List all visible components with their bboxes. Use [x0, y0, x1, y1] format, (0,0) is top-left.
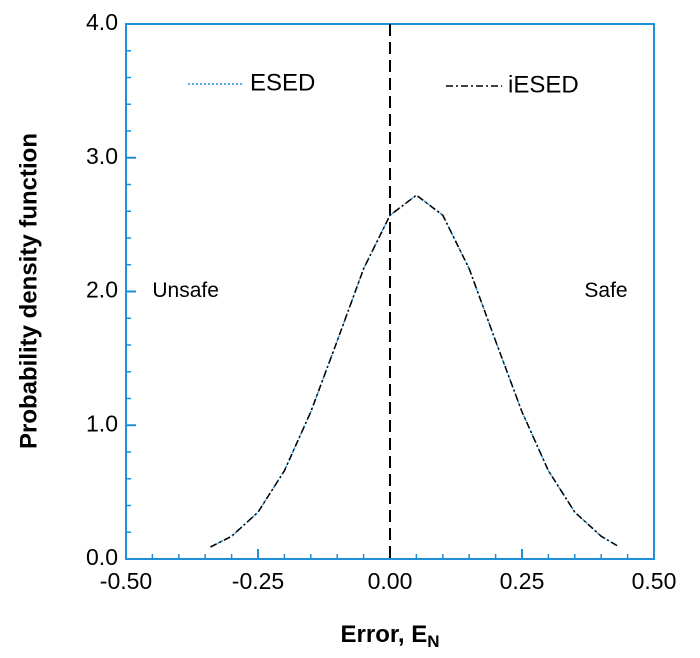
- x-axis-title-text: Error, E: [341, 621, 428, 648]
- y-tick-label: 2.0: [86, 277, 118, 303]
- x-tick-label: -0.50: [100, 568, 152, 594]
- y-tick-label: 1.0: [86, 410, 118, 436]
- y-tick-label: 3.0: [86, 143, 118, 169]
- annotation: Unsafe: [152, 279, 219, 302]
- x-axis-title: Error, EN: [341, 621, 440, 651]
- x-tick-label: 0.00: [368, 568, 413, 594]
- y-axis-title: Probability density function: [15, 133, 42, 449]
- annotation: Safe: [584, 279, 627, 302]
- legend-label: ESED: [250, 69, 315, 96]
- y-tick-label: 4.0: [86, 9, 118, 35]
- y-tick-label: 0.0: [86, 544, 118, 570]
- x-tick-label: 0.25: [500, 568, 545, 594]
- x-tick-label: 0.50: [632, 568, 677, 594]
- legend-label: iESED: [508, 71, 579, 98]
- series-line: [210, 194, 618, 548]
- series-line: [210, 194, 618, 548]
- x-axis-title-subscript: N: [427, 632, 439, 651]
- x-tick-label: -0.25: [232, 568, 284, 594]
